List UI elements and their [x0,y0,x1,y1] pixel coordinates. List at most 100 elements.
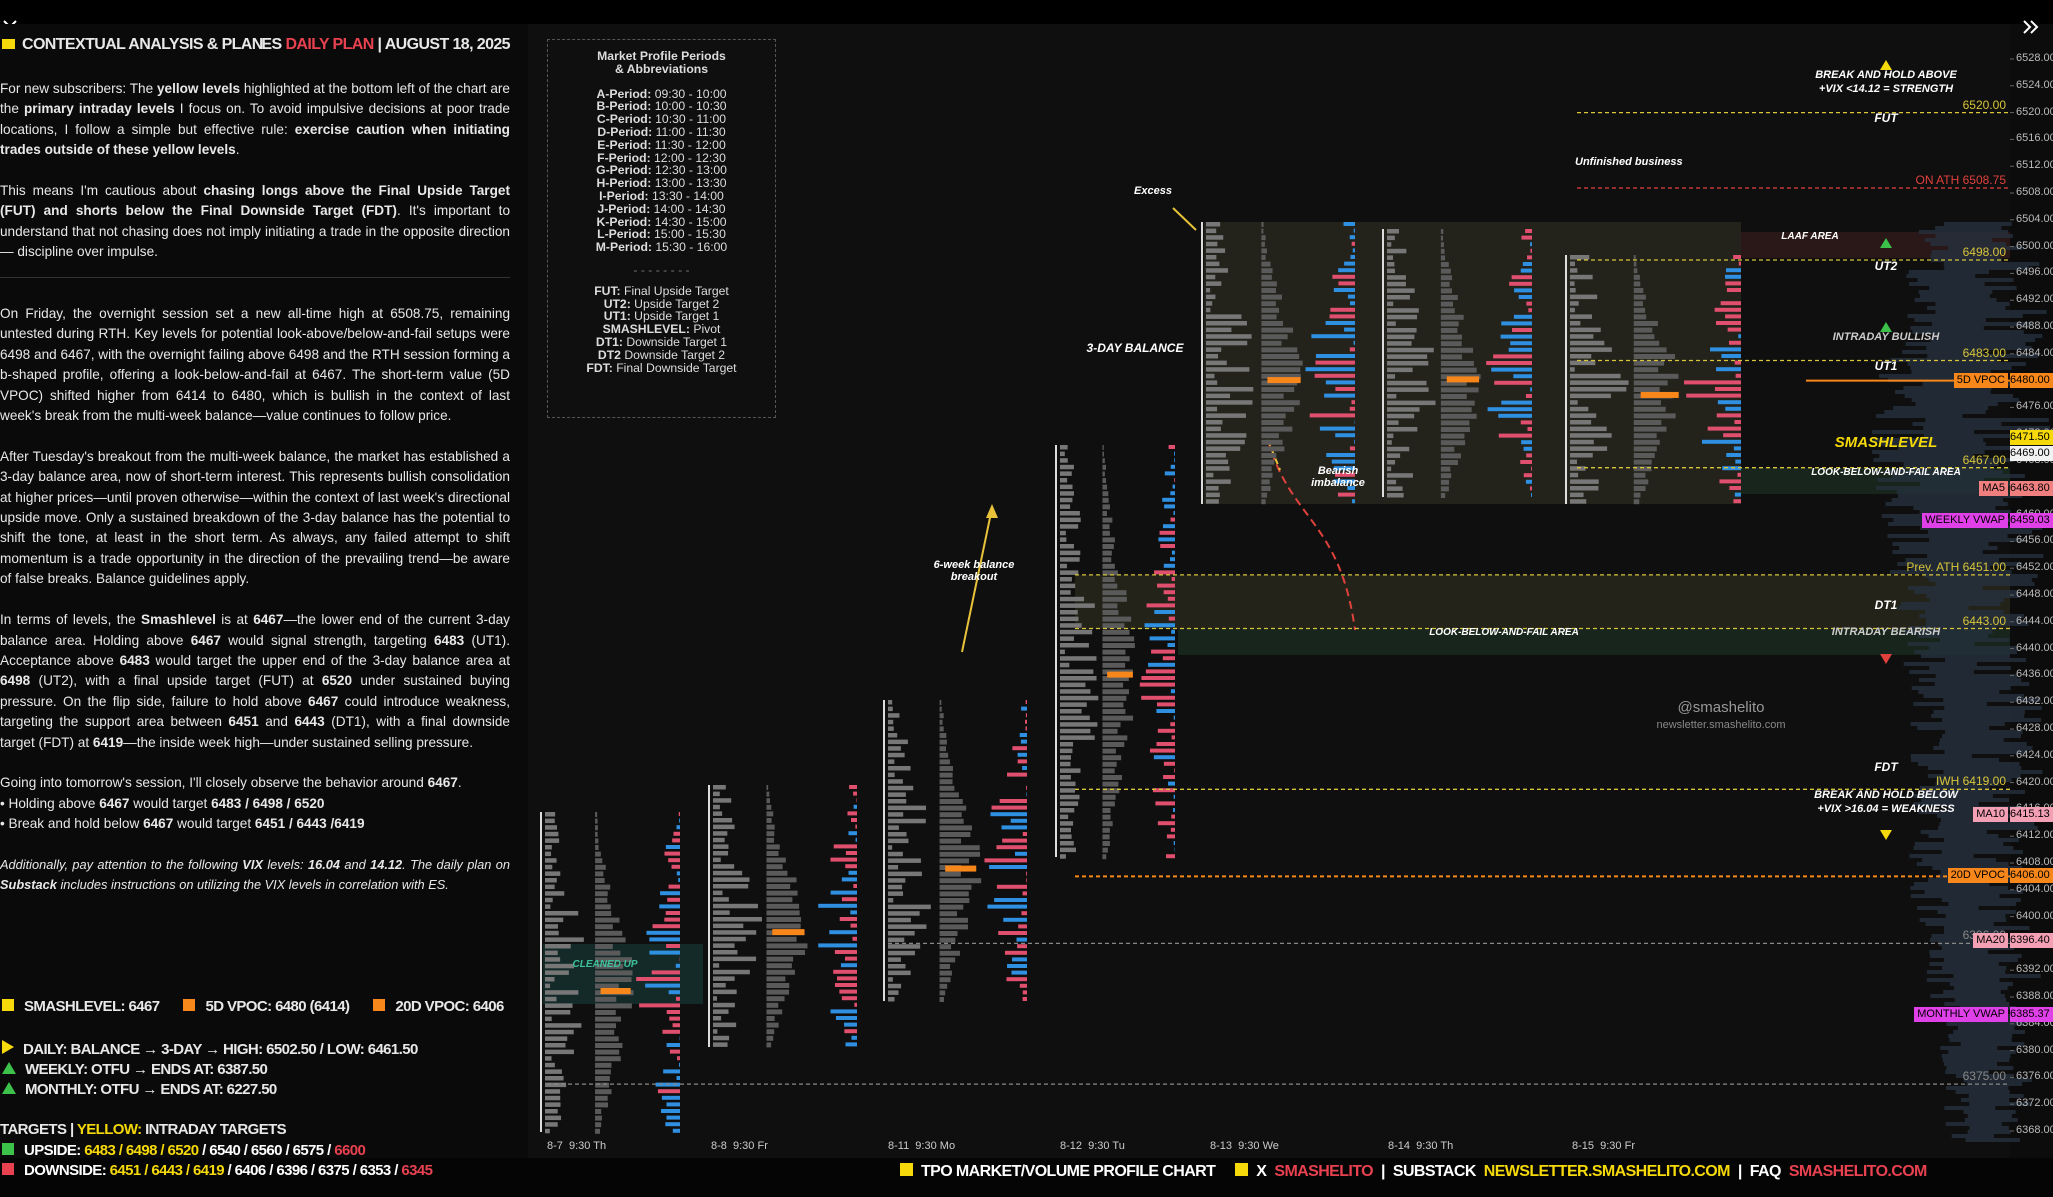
tpo-bar [766,818,772,823]
tpo-bar [1440,394,1467,399]
volume-bar [1170,491,1175,496]
tpo-bar [1102,524,1110,530]
composite-profile [1941,1054,2011,1058]
volume-bar [1726,288,1741,292]
box-line: FUT: Final Upside Target [548,284,775,298]
tpo-bar [1261,307,1280,313]
volume-bar [1016,937,1027,942]
text-span: . It's important to understand that not … [0,203,510,260]
volume-bar [1353,340,1355,345]
tpo-letters [545,924,559,929]
volume-bar [1501,400,1532,405]
volume-bar [668,990,680,995]
tpo-letters [1060,709,1082,714]
composite-profile [1928,834,1999,838]
tpo-letters [1060,445,1068,450]
tpo-letters [1387,314,1418,320]
composite-profile [1942,966,2007,970]
tpo-letters [1206,393,1231,399]
expand-icon[interactable] [2023,20,2039,34]
text-span: After Tuesday's breakout from the multi-… [0,448,510,587]
tpo-letters [1387,308,1419,313]
tpo-bar [1261,347,1298,353]
level-label: 6375.00 [1962,1069,2006,1084]
tpo-bar [595,904,611,910]
composite-profile [1948,902,2017,906]
tpo-letters [1387,374,1395,379]
tpo-letters [1570,334,1594,339]
tpo-letters [1206,486,1219,491]
volume-bar [1725,281,1741,286]
tpo-letters [1570,486,1599,491]
tpo-bar [1633,314,1647,320]
tpo-letters [713,963,720,968]
axis-label: 6432.00 [2016,695,2053,708]
composite-profile [1891,498,2004,502]
tpo-bar [939,838,962,844]
tpo-bar [1261,294,1282,300]
tpo-letters [1206,367,1250,372]
axis-label: 6392.00 [2016,963,2053,976]
composite-profile [1918,810,1997,814]
tpo-bar [1102,557,1112,563]
composite-profile [1924,238,1993,242]
tpo-letters [1387,347,1434,353]
tpo-bar [939,977,951,983]
volume-bar [1148,662,1175,667]
tpo-letters [713,798,732,803]
volume-bar [1354,439,1355,444]
volume-bar [675,963,680,968]
tpo-letters [1060,662,1070,668]
tpo-letters [888,805,927,811]
left-panel [0,24,528,1158]
volume-bar [1331,459,1355,464]
axis-label: 6524.00 [2016,78,2053,91]
tpo-bar [939,997,945,1002]
box-key: J-Period: [597,201,651,216]
volume-bar [1168,781,1175,786]
tpo-letters [1206,255,1217,260]
tpo-letters [545,1062,555,1068]
text-span: For new subscribers: The [0,81,157,96]
text-span: —the lower end of the current 3-day bala… [0,612,510,648]
volume-bar [1155,801,1175,806]
volume-bar [818,943,857,948]
periods-box: Market Profile Periods & Abbreviations A-P… [547,39,776,418]
tpo-letters [713,910,730,915]
volume-bar [841,897,857,902]
text-span: yellow levels [156,81,241,96]
tpo-bar [1440,413,1477,419]
composite-profile [1904,394,2013,398]
volume-bar [1167,596,1175,601]
volume-bar [1735,373,1741,378]
volume-bar [1528,308,1532,313]
box-value: 15:30 - 16:00 [651,240,728,255]
tpo-letters [1570,261,1575,267]
tpo-bar [766,877,797,883]
tpo-bar [1261,301,1276,307]
tpo-letters [1060,794,1080,800]
volume-bar [1522,262,1532,266]
tpo-letters [1060,458,1068,463]
annotation: 3-DAY BALANCE [1086,341,1184,355]
annotation: FUT [1874,111,1898,125]
composite-profile [1926,978,2000,982]
tpo-letters [888,983,902,989]
annotation: FDT [1874,760,1898,774]
volume-bar [676,825,680,830]
composite-profile [1925,618,2022,622]
box-line: E-Period: 11:30 - 12:00 [548,138,775,152]
tpo-bar [1102,649,1126,655]
annotation: @smashelito [1677,699,1765,716]
volume-bar [1335,433,1355,438]
composite-profile [1919,614,2024,618]
composite-profile [1916,862,2009,866]
composite-profile [1928,578,2032,582]
footer-text: SMASHELITO [1274,1163,1373,1180]
volume-bar [1309,413,1355,418]
badge-value: 6415.13 [2010,807,2053,823]
tpo-letters [713,950,738,955]
tpo-letters [713,851,729,856]
composite-profile [1907,586,1983,590]
composite-profile [1944,1002,2010,1006]
